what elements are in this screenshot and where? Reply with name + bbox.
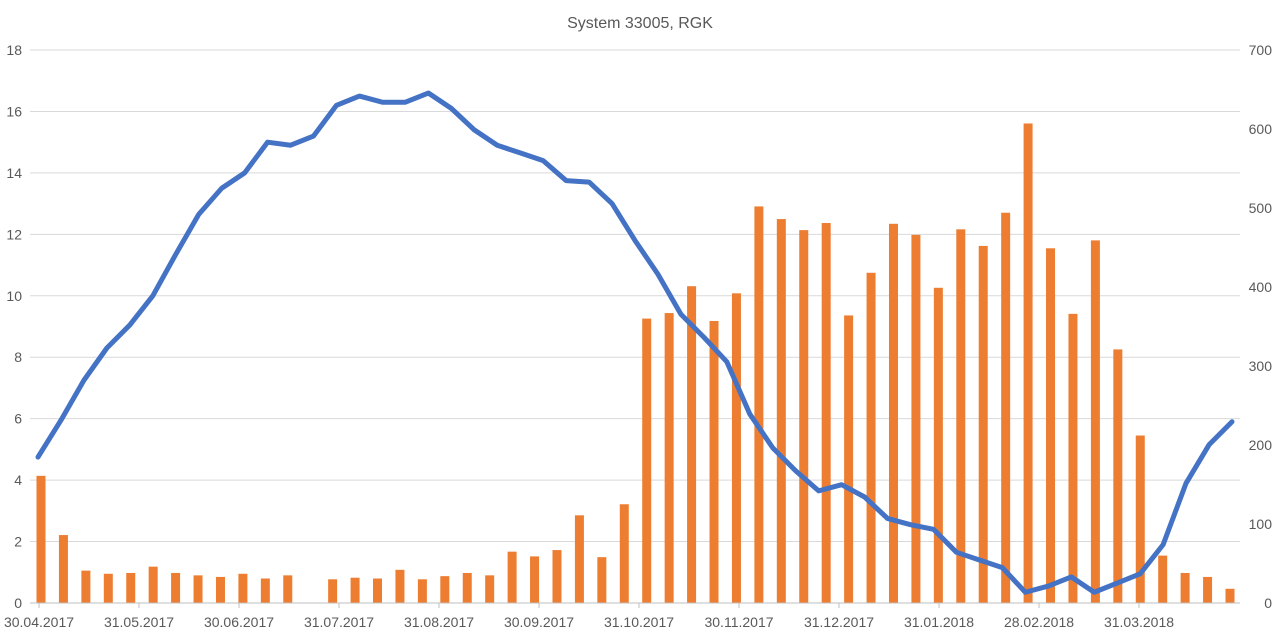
bar bbox=[36, 475, 46, 603]
bar bbox=[440, 576, 450, 603]
line-series bbox=[35, 90, 1235, 595]
bar bbox=[81, 570, 91, 603]
bar bbox=[888, 223, 898, 604]
bar bbox=[619, 504, 629, 603]
bar bbox=[485, 575, 495, 603]
bar bbox=[687, 286, 697, 603]
x-tick-label: 28.02.2018 bbox=[1004, 614, 1074, 630]
bar bbox=[283, 575, 293, 603]
x-tick-label: 30.04.2017 bbox=[4, 614, 74, 630]
axes bbox=[30, 602, 1240, 608]
line-series-path bbox=[35, 90, 1235, 595]
bar bbox=[507, 551, 517, 603]
bar bbox=[215, 576, 225, 603]
bar bbox=[148, 566, 158, 603]
y-left-tick-label: 0 bbox=[14, 595, 22, 611]
bar bbox=[1113, 349, 1123, 603]
bar bbox=[821, 223, 831, 603]
bar bbox=[754, 206, 764, 604]
x-tick-label: 31.03.2018 bbox=[1104, 614, 1174, 630]
bar bbox=[664, 313, 674, 603]
y-left-tick-label: 4 bbox=[14, 472, 22, 488]
bar bbox=[395, 569, 405, 603]
bar bbox=[1001, 212, 1011, 604]
x-tick-label: 31.10.2017 bbox=[604, 614, 674, 630]
y-left-tick-label: 18 bbox=[6, 42, 22, 58]
bar bbox=[1158, 555, 1168, 603]
bar bbox=[1023, 123, 1033, 603]
bar bbox=[126, 572, 136, 603]
bar bbox=[978, 245, 988, 604]
bar bbox=[417, 579, 427, 603]
x-tick-label: 31.12.2017 bbox=[804, 614, 874, 630]
bar bbox=[933, 287, 943, 603]
y-right-tick-label: 100 bbox=[1249, 516, 1273, 532]
bar bbox=[373, 578, 383, 603]
y-right-tick-label: 400 bbox=[1249, 279, 1273, 295]
bar bbox=[1135, 435, 1145, 603]
y-right-tick-label: 300 bbox=[1249, 358, 1273, 374]
y-left-tick-label: 12 bbox=[6, 226, 22, 242]
gridlines bbox=[30, 49, 1240, 543]
bar bbox=[171, 572, 181, 603]
y-right-tick-label: 500 bbox=[1249, 200, 1273, 216]
y-right-tick-label: 200 bbox=[1249, 437, 1273, 453]
y-right-tick-label: 0 bbox=[1264, 595, 1272, 611]
x-tick-label: 31.08.2017 bbox=[404, 614, 474, 630]
bar bbox=[911, 234, 921, 604]
y-left-tick-label: 8 bbox=[14, 349, 22, 365]
bar bbox=[1203, 576, 1213, 603]
bar bbox=[709, 320, 719, 603]
bar bbox=[956, 229, 966, 603]
bar bbox=[103, 573, 113, 603]
x-tick-label: 30.09.2017 bbox=[504, 614, 574, 630]
x-tick-label: 31.01.2018 bbox=[904, 614, 974, 630]
bar bbox=[1225, 588, 1235, 603]
bar bbox=[1180, 572, 1190, 603]
tick-labels: 0 2 4 6 8 10 12 14 16 18 0 100 200 300 400 500 600 700 30.… bbox=[4, 42, 1272, 630]
bar bbox=[597, 557, 607, 603]
y-left-tick-label: 6 bbox=[14, 411, 22, 427]
y-right-tick-label: 700 bbox=[1249, 42, 1273, 58]
y-left-tick-label: 2 bbox=[14, 534, 22, 550]
bar bbox=[260, 578, 270, 603]
bar bbox=[462, 572, 472, 603]
y-left-tick-label: 14 bbox=[6, 165, 22, 181]
bar bbox=[193, 575, 203, 603]
bar-series bbox=[36, 123, 1235, 604]
bar bbox=[844, 315, 854, 603]
bar bbox=[1046, 248, 1056, 604]
y-left-tick-label: 16 bbox=[6, 103, 22, 119]
y-right-tick-label: 600 bbox=[1249, 121, 1273, 137]
bar bbox=[530, 556, 540, 603]
bar bbox=[776, 219, 786, 603]
bar bbox=[799, 230, 809, 603]
bar bbox=[642, 318, 652, 603]
bar bbox=[866, 272, 876, 603]
bar bbox=[1068, 313, 1078, 603]
x-tick-label: 30.11.2017 bbox=[704, 614, 773, 630]
bar bbox=[574, 515, 584, 603]
bar bbox=[328, 579, 338, 603]
y-left-tick-label: 10 bbox=[6, 288, 22, 304]
chart-title: System 33005, RGK bbox=[567, 15, 713, 32]
bar bbox=[731, 293, 741, 603]
bar bbox=[1090, 240, 1100, 603]
bar bbox=[350, 577, 360, 603]
x-tick-label: 31.07.2017 bbox=[304, 614, 374, 630]
x-tick-label: 31.05.2017 bbox=[104, 614, 174, 630]
bar bbox=[238, 573, 248, 603]
x-tick-label: 30.06.2017 bbox=[204, 614, 274, 630]
bar bbox=[58, 535, 68, 603]
bar bbox=[552, 550, 562, 603]
